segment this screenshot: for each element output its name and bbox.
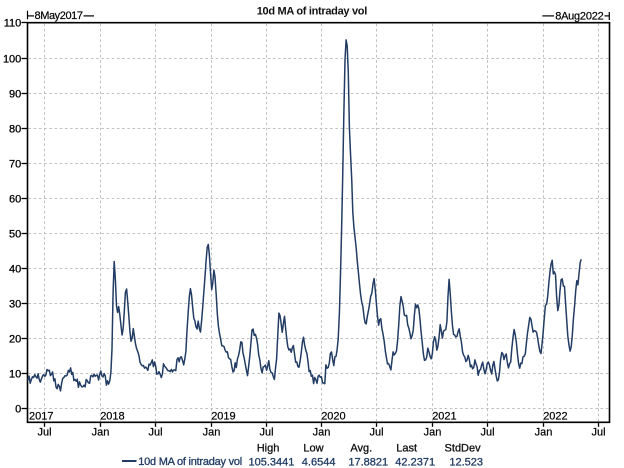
svg-text:10: 10 — [9, 369, 21, 381]
svg-text:0: 0 — [15, 404, 21, 416]
svg-text:Jul: Jul — [37, 427, 51, 439]
svg-text:2018: 2018 — [100, 410, 124, 422]
svg-text:Jan: Jan — [424, 427, 442, 439]
svg-text:2017: 2017 — [29, 410, 53, 422]
svg-text:High: High — [257, 442, 280, 454]
svg-text:Jul: Jul — [591, 427, 605, 439]
svg-text:50: 50 — [9, 229, 21, 241]
svg-text:2019: 2019 — [211, 410, 235, 422]
svg-text:12.523: 12.523 — [449, 456, 483, 468]
svg-text:Jan: Jan — [203, 427, 221, 439]
svg-text:80: 80 — [9, 124, 21, 136]
svg-text:Jan: Jan — [92, 427, 110, 439]
svg-text:8May2017: 8May2017 — [35, 10, 84, 22]
svg-text:90: 90 — [9, 89, 21, 101]
svg-text:10d MA of intraday vol: 10d MA of intraday vol — [257, 6, 368, 18]
svg-text:Jan: Jan — [535, 427, 553, 439]
svg-text:17.8821: 17.8821 — [348, 456, 388, 468]
svg-text:Avg.: Avg. — [350, 442, 372, 454]
svg-text:42.2371: 42.2371 — [395, 456, 435, 468]
svg-text:20: 20 — [9, 334, 21, 346]
svg-text:60: 60 — [9, 194, 21, 206]
svg-text:30: 30 — [9, 299, 21, 311]
svg-text:2022: 2022 — [543, 410, 567, 422]
svg-text:105.3441: 105.3441 — [249, 456, 295, 468]
svg-text:Jan: Jan — [313, 427, 331, 439]
svg-text:4.6544: 4.6544 — [302, 456, 336, 468]
svg-text:40: 40 — [9, 264, 21, 276]
svg-text:10d MA of intraday vol: 10d MA of intraday vol — [138, 456, 242, 468]
svg-text:Jul: Jul — [148, 427, 162, 439]
svg-text:110: 110 — [4, 18, 22, 30]
svg-text:8Aug2022: 8Aug2022 — [555, 10, 604, 22]
svg-text:Last: Last — [396, 442, 417, 454]
svg-text:Jul: Jul — [259, 427, 273, 439]
svg-text:Jul: Jul — [369, 427, 383, 439]
svg-text:2021: 2021 — [432, 410, 456, 422]
svg-text:Jul: Jul — [480, 427, 494, 439]
svg-text:100: 100 — [3, 54, 21, 66]
svg-text:StdDev: StdDev — [445, 442, 482, 454]
svg-text:2020: 2020 — [321, 410, 345, 422]
svg-text:Low: Low — [303, 442, 323, 454]
svg-text:70: 70 — [9, 159, 21, 171]
